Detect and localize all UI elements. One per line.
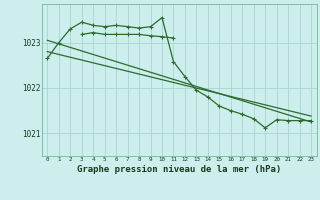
X-axis label: Graphe pression niveau de la mer (hPa): Graphe pression niveau de la mer (hPa) [77, 165, 281, 174]
